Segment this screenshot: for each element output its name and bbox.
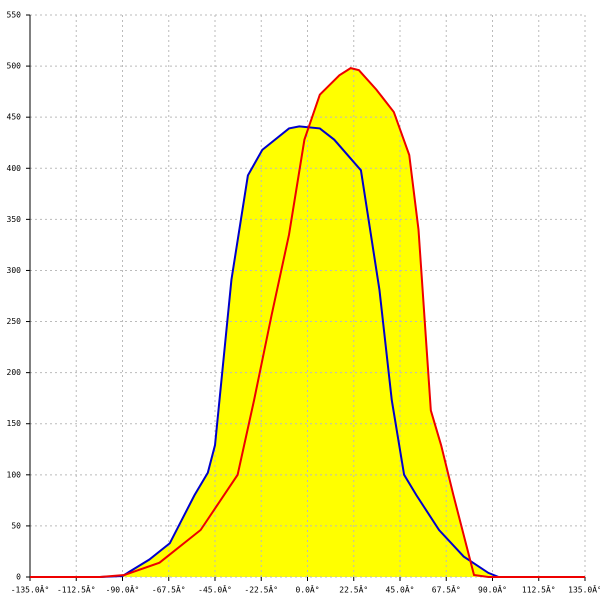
x-tick-label: 67.5Â° [432, 584, 461, 595]
area-fill [30, 68, 585, 577]
x-tick-label: -112.5Â° [57, 584, 96, 595]
y-tick-label: 550 [7, 11, 22, 20]
y-tick-label: 250 [7, 317, 22, 326]
x-tick-label: 112.5Â° [522, 584, 556, 595]
line [99, 125, 500, 578]
x-tick-label: 45.0Â° [386, 584, 415, 595]
y-tick-label: 300 [7, 266, 22, 275]
y-tick-label: 100 [7, 470, 22, 479]
x-tick-label: 90.0Â° [478, 584, 507, 595]
x-tick-label: -67.5Â° [152, 584, 186, 595]
y-tick-label: 200 [7, 368, 22, 377]
line [30, 67, 585, 578]
x-tick-label: -22.5Â° [244, 584, 278, 595]
x-tick-label: -90.0Â° [106, 584, 140, 595]
y-tick-label: 50 [11, 521, 21, 530]
x-tick-label: -135.0Â° [11, 584, 50, 595]
x-tick-label: 22.5Â° [339, 584, 368, 595]
y-tick-label: 500 [7, 62, 22, 71]
x-tick-label: 135.0Â° [568, 584, 600, 595]
x-tick-label: -45.0Â° [198, 584, 232, 595]
y-tick-label: 400 [7, 164, 22, 173]
y-tick-label: 0 [16, 573, 21, 582]
y-tick-label: 150 [7, 419, 22, 428]
x-tick-label: 0.0Â° [295, 584, 319, 595]
y-tick-label: 350 [7, 215, 22, 224]
y-tick-label: 450 [7, 113, 22, 122]
